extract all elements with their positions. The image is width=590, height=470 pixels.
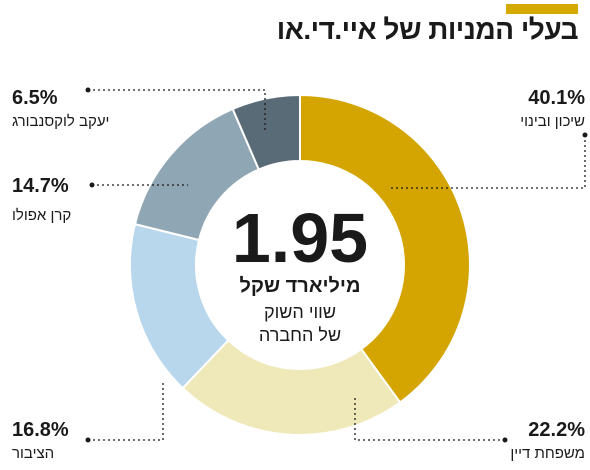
leader-line	[354, 398, 505, 441]
center-value: 1.95	[232, 199, 368, 277]
donut-slice	[231, 93, 301, 171]
leader-dot	[502, 437, 508, 443]
leader-line	[88, 380, 164, 441]
donut-slices	[129, 93, 472, 436]
donut-slice	[299, 93, 472, 404]
slice-name-label: יעקב לוקסנבורג	[12, 113, 109, 130]
accent-bar	[506, 4, 578, 14]
slice-name-label: הציבור	[12, 445, 54, 462]
leader-dot	[89, 182, 95, 188]
leader-line	[88, 89, 266, 130]
slice-percent-label: 6.5%	[12, 87, 58, 109]
slice-name-label: משפחת דיין	[510, 445, 585, 462]
center-line-1: שווי השוק	[264, 302, 336, 322]
leader-dot	[582, 132, 588, 138]
chart-title: בעלי המניות של איי.די.או	[276, 14, 579, 45]
slice-percent-label: 22.2%	[528, 419, 585, 441]
slice-percent-label: 14.7%	[12, 175, 69, 197]
slice-name-label: קרן אפולו	[12, 207, 71, 224]
leader-dot	[85, 87, 91, 93]
leader-lines	[85, 87, 588, 443]
slice-labels: 40.1% שיכון ובינוי 22.2% משפחת דיין 16.8% הצי…	[12, 87, 585, 462]
center-line-2: של החברה	[259, 325, 341, 345]
center-unit: מיליארד שקל	[239, 275, 360, 297]
slice-name-label: שיכון ובינוי	[520, 113, 585, 130]
slice-percent-label: 40.1%	[528, 87, 585, 109]
slice-percent-label: 16.8%	[12, 419, 69, 441]
leader-dot	[85, 437, 91, 443]
